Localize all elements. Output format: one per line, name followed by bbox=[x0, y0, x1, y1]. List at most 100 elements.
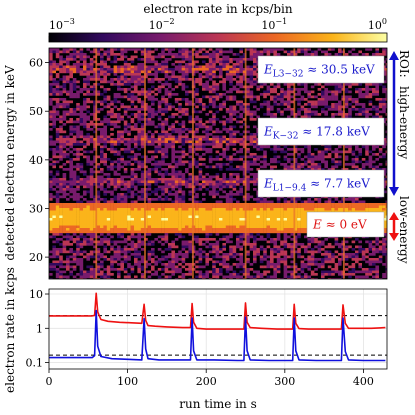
heatmap-cell bbox=[242, 130, 247, 134]
heatmap-cell bbox=[338, 83, 342, 86]
heatmap-cell bbox=[144, 70, 148, 74]
heatmap-cell bbox=[86, 110, 90, 114]
heatmap-cell bbox=[69, 128, 73, 131]
heatmap-cell bbox=[171, 55, 175, 59]
heatmap-cell bbox=[154, 155, 158, 159]
heatmap-cell bbox=[72, 113, 77, 116]
heatmap-cell bbox=[212, 90, 216, 94]
heatmap-cell bbox=[55, 68, 60, 71]
heatmap-cell bbox=[310, 90, 315, 94]
heatmap-cell bbox=[327, 198, 332, 201]
heatmap-cell bbox=[181, 83, 186, 86]
heatmap-cell bbox=[161, 175, 165, 179]
heatmap-cell bbox=[55, 178, 60, 181]
heatmap-cell bbox=[154, 220, 158, 224]
heatmap-cell bbox=[283, 205, 288, 209]
heatmap-cell bbox=[96, 93, 101, 96]
heatmap-cell bbox=[76, 65, 80, 69]
heatmap-cell bbox=[113, 120, 118, 124]
heatmap-cell bbox=[358, 113, 362, 116]
heatmap-cell bbox=[103, 220, 107, 224]
heatmap-cell bbox=[287, 105, 291, 109]
heatmap-cell bbox=[62, 98, 67, 101]
heatmap-cell bbox=[134, 48, 138, 51]
heatmap-cell bbox=[154, 210, 158, 214]
heatmap-cell bbox=[307, 155, 311, 159]
heatmap-cell bbox=[212, 70, 216, 74]
heatmap-cell bbox=[144, 120, 148, 124]
heatmap-cell bbox=[304, 48, 308, 51]
heatmap-cell bbox=[137, 73, 141, 76]
heatmap-cell bbox=[130, 138, 135, 141]
heatmap-cell bbox=[86, 48, 90, 51]
heatmap-cell bbox=[49, 178, 53, 181]
heatmap-cell bbox=[266, 105, 271, 109]
heatmap-cell bbox=[293, 88, 298, 91]
heatmap-cell bbox=[93, 218, 97, 221]
heatmap-cell bbox=[106, 168, 111, 171]
heatmap-cell bbox=[276, 98, 281, 101]
heatmap-cell bbox=[147, 123, 152, 126]
heatmap-cell bbox=[55, 128, 60, 131]
heatmap-cell bbox=[317, 150, 322, 154]
heatmap-cell bbox=[130, 55, 135, 59]
heatmap-cell bbox=[304, 215, 308, 219]
heatmap-cell bbox=[246, 148, 250, 151]
heatmap-cell bbox=[69, 163, 73, 166]
heatmap-cell bbox=[86, 65, 90, 69]
heatmap-cell bbox=[168, 198, 172, 201]
heatmap-cell bbox=[242, 53, 247, 56]
heatmap-cell bbox=[157, 108, 162, 111]
heatmap-cell bbox=[86, 185, 90, 189]
heatmap-cell bbox=[263, 215, 267, 219]
heatmap-cell bbox=[161, 193, 165, 196]
heatmap-cell bbox=[368, 93, 373, 96]
heatmap-cell bbox=[113, 228, 118, 231]
heatmap-cell bbox=[120, 55, 124, 59]
heatmap-cell bbox=[49, 193, 53, 196]
heatmap-cell bbox=[283, 155, 288, 159]
heatmap-cell bbox=[208, 75, 213, 79]
heatmap-cell bbox=[229, 205, 233, 209]
heatmap-cell bbox=[72, 130, 77, 134]
heatmap-cell bbox=[181, 143, 186, 146]
heatmap-cell bbox=[62, 105, 67, 109]
heatmap-cell bbox=[365, 83, 369, 86]
heatmap-cell bbox=[120, 83, 124, 86]
heatmap-cell bbox=[246, 210, 250, 214]
heatmap-cell bbox=[123, 75, 128, 79]
heatmap-cell bbox=[365, 93, 369, 96]
heatmap-cell bbox=[123, 183, 128, 186]
heatmap-cell bbox=[331, 205, 335, 209]
heatmap-cell bbox=[242, 208, 247, 211]
heatmap-cell bbox=[263, 223, 267, 226]
heatmap-cell bbox=[69, 213, 73, 216]
heatmap-cell bbox=[147, 105, 152, 109]
heatmap-cell bbox=[110, 115, 114, 119]
heatmap-cell bbox=[171, 220, 175, 224]
heatmap-cell bbox=[120, 48, 124, 51]
heatmap-cell bbox=[106, 65, 111, 69]
heatmap-cell bbox=[76, 223, 80, 226]
heatmap-cell bbox=[358, 95, 362, 99]
heatmap-cell bbox=[215, 203, 220, 206]
heatmap-cell bbox=[110, 78, 114, 81]
heatmap-cell bbox=[263, 150, 267, 154]
heatmap-cell bbox=[154, 68, 158, 71]
heatmap-cell bbox=[307, 48, 311, 51]
heatmap-cell bbox=[202, 153, 206, 156]
heatmap-cell bbox=[229, 133, 233, 136]
heatmap-cell bbox=[181, 50, 186, 54]
heatmap-cell bbox=[225, 203, 230, 206]
heatmap-cell bbox=[123, 163, 128, 166]
heatmap-cell bbox=[198, 110, 203, 114]
heatmap-cell bbox=[181, 123, 186, 126]
heatmap-cell bbox=[314, 83, 318, 86]
heatmap-cell bbox=[300, 165, 305, 169]
heatmap-cell bbox=[140, 118, 145, 121]
heatmap-cell bbox=[69, 58, 73, 61]
heatmap-cell bbox=[55, 85, 60, 89]
heatmap-cell bbox=[69, 108, 73, 111]
heatmap-cell bbox=[222, 105, 226, 109]
